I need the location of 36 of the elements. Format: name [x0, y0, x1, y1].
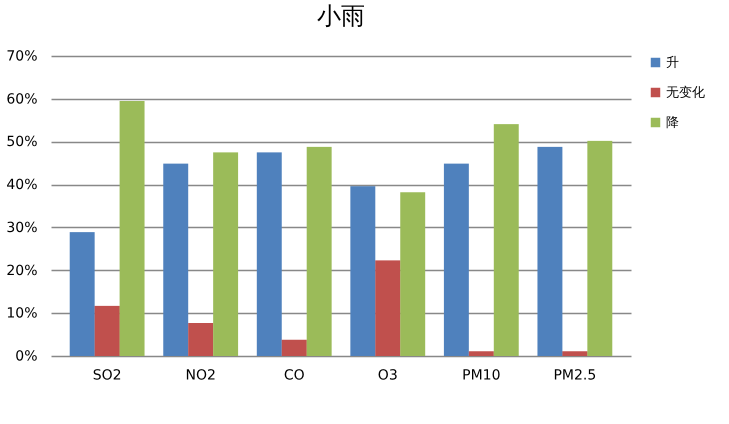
bar: [256, 152, 282, 356]
x-tick-label: SO2: [92, 368, 122, 384]
bar: [587, 140, 612, 356]
bar: [70, 232, 95, 356]
chart-title: 小雨: [317, 2, 365, 30]
bar: [400, 192, 426, 356]
y-tick-label: 70%: [6, 48, 38, 64]
y-tick-label: 10%: [6, 306, 38, 322]
bar: [375, 260, 400, 356]
bar: [537, 146, 562, 356]
bar: [494, 124, 519, 356]
legend-label: 升: [666, 56, 679, 70]
bar: [306, 146, 332, 356]
bar: [188, 323, 214, 356]
bar: [350, 186, 376, 356]
x-tick-label: PM2.5: [553, 368, 596, 384]
legend-label: 降: [666, 116, 679, 130]
bar: [213, 152, 238, 356]
bar: [163, 164, 188, 356]
y-tick-label: 50%: [6, 134, 38, 150]
y-tick-label: 20%: [6, 262, 38, 279]
y-tick-label: 40%: [6, 177, 38, 194]
x-tick-label: CO: [284, 368, 305, 384]
bar: [562, 351, 588, 356]
bar: [444, 164, 469, 356]
x-tick-label: NO2: [185, 368, 216, 384]
legend-label: 无变化: [666, 86, 705, 100]
bar: [282, 340, 307, 356]
x-tick-label: O3: [378, 368, 398, 384]
x-tick-label: PM10: [462, 368, 500, 384]
bar: [94, 306, 120, 356]
bar: [120, 101, 145, 356]
y-tick-label: 0%: [15, 348, 38, 364]
bar: [468, 351, 494, 356]
y-tick-label: 30%: [6, 220, 38, 236]
y-tick-label: 60%: [6, 91, 38, 108]
